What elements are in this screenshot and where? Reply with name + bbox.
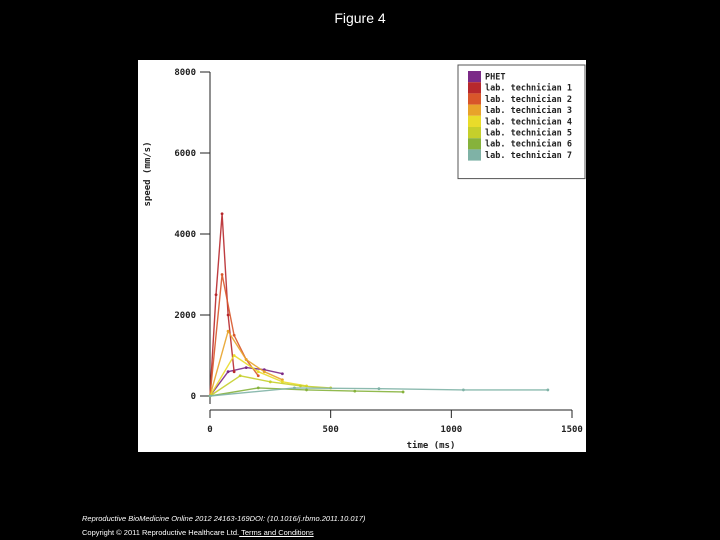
series-point: [546, 388, 550, 392]
legend-label: lab. technician 4: [485, 116, 572, 127]
y-tick-label: 2000: [174, 311, 196, 321]
legend-label: lab. technician 1: [485, 83, 572, 94]
series-point: [377, 387, 381, 391]
legend-swatch: [468, 104, 481, 116]
legend-swatch: [468, 71, 481, 83]
legend-label: lab. technician 5: [485, 128, 572, 139]
terms-and-conditions-link[interactable]: Terms and Conditions: [239, 528, 314, 537]
series-point: [281, 380, 284, 384]
series-point: [299, 384, 302, 388]
series-point: [268, 380, 272, 384]
series-point: [293, 386, 296, 390]
series-point: [262, 370, 266, 374]
citation-text: Reproductive BioMedicine Online 2012 241…: [82, 514, 366, 523]
x-tick-label: 500: [323, 425, 339, 435]
figure-title: Figure 4: [334, 10, 386, 26]
legend-swatch: [468, 115, 481, 127]
series-point: [305, 388, 308, 392]
series-point: [220, 273, 224, 276]
y-tick-label: 6000: [174, 149, 196, 159]
legend-label: lab. technician 3: [485, 105, 572, 116]
series-point: [353, 389, 357, 393]
series-point: [238, 374, 242, 378]
copyright-line: Copyright © 2011 Reproductive Healthcare…: [82, 528, 314, 537]
series-point: [401, 390, 405, 394]
legend-swatch: [468, 138, 481, 150]
series-point: [214, 293, 218, 297]
series-point: [256, 386, 260, 390]
y-tick-label: 0: [191, 392, 196, 402]
legend-label: PHET: [485, 73, 505, 83]
y-tick-label: 8000: [174, 68, 196, 78]
x-tick-label: 0: [207, 425, 212, 435]
chart-panel: 0 2000 4000 6000 8000 0 500 1000 1500 time (ms) sp…: [138, 60, 586, 452]
series-point: [208, 394, 212, 398]
legend-swatch: [468, 149, 481, 161]
series-point: [281, 378, 284, 382]
legend-swatch: [468, 93, 481, 105]
series-point: [256, 370, 260, 374]
series-point: [220, 212, 224, 216]
series-point: [226, 313, 230, 317]
series-point: [281, 372, 284, 376]
legend-label: lab. technician 2: [485, 94, 572, 105]
series-point: [244, 366, 248, 370]
series-line: [209, 213, 235, 397]
series-point: [462, 388, 465, 392]
legend-swatch: [468, 82, 481, 94]
speed-time-chart: 0 2000 4000 6000 8000 0 500 1000 1500 time (ms) sp…: [143, 64, 586, 451]
series-point: [256, 374, 260, 378]
x-tick-label: 1000: [440, 425, 462, 435]
series-point: [226, 329, 230, 333]
x-tick-label: 1500: [561, 425, 583, 435]
y-tick-label: 4000: [174, 230, 196, 240]
legend-label: lab. technician 6: [485, 139, 572, 150]
y-axis-title: speed (mm/s): [143, 141, 153, 206]
legend-label: lab. technician 7: [485, 150, 572, 161]
x-axis-title: time (ms): [407, 440, 456, 451]
series-point: [232, 333, 236, 337]
series-point: [226, 370, 230, 374]
series-point: [232, 354, 236, 357]
series-point: [244, 358, 248, 361]
copyright-text: Copyright © 2011 Reproductive Healthcare…: [82, 528, 240, 537]
series-point: [232, 370, 236, 374]
series-point: [262, 368, 266, 372]
legend-swatch: [468, 127, 481, 139]
